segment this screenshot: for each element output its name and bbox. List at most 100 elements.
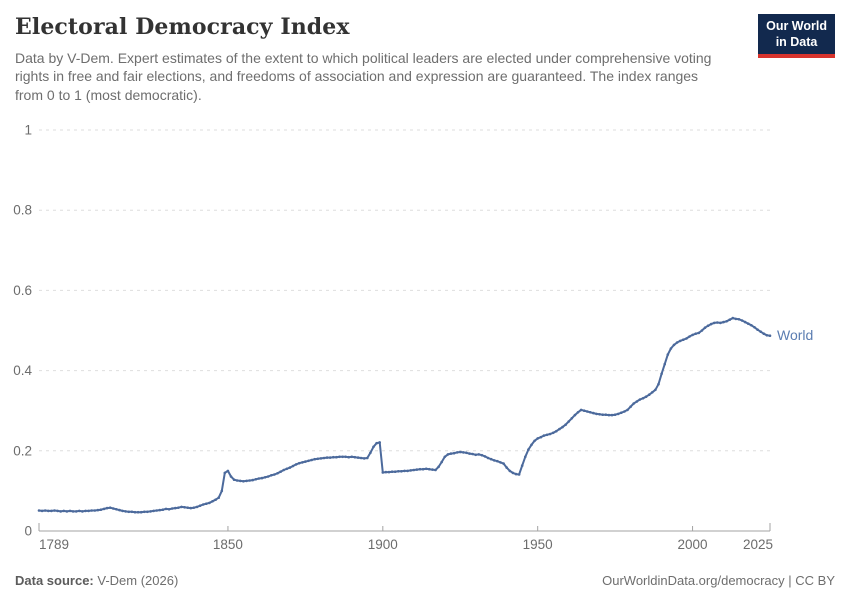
data-point [93,509,97,512]
data-point [694,332,697,336]
data-point [551,431,555,435]
data-point [620,411,623,415]
data-point [59,510,62,513]
data-point [489,457,493,461]
data-point [84,509,87,513]
data-point [251,478,254,482]
data-point [638,398,642,401]
data-point [232,478,236,482]
data-point [375,441,378,445]
data-point [112,507,115,510]
data-point [294,463,298,466]
data-point [437,465,440,469]
data-point [440,460,444,464]
data-point [604,413,608,417]
data-point [208,501,211,505]
data-point [189,506,193,510]
data-point [613,413,617,417]
data-point [149,510,152,513]
data-point [542,434,546,437]
world-series-line[interactable] [38,317,771,514]
data-point [496,459,499,463]
data-point [530,443,533,447]
owid-logo[interactable]: Our World in Data [758,14,835,59]
data-point [675,341,679,344]
data-point [660,372,663,376]
data-point [369,451,372,455]
data-point [108,506,112,510]
data-point [359,456,363,460]
data-point [186,506,189,510]
data-point [607,413,611,417]
data-point [180,505,183,509]
data-point [356,456,360,459]
data-point [381,471,385,474]
data-point [641,397,645,400]
data-point [139,510,143,514]
data-point [567,420,570,423]
data-point [285,467,289,471]
data-point [328,456,332,459]
data-point [517,473,521,476]
data-point [740,319,744,322]
data-point [310,458,313,462]
data-point [211,500,214,503]
data-point [573,413,577,417]
data-point [366,456,369,460]
data-point [393,470,397,474]
data-point [115,508,118,511]
data-point [455,451,459,454]
data-point [350,455,354,459]
data-point [56,509,59,513]
y-tick-label: 0.8 [13,203,32,218]
data-point [87,509,90,513]
footer-citation-link[interactable]: OurWorldinData.org/democracy | CC BY [602,573,835,588]
x-tick-label: 1789 [39,537,69,552]
data-point [263,476,267,479]
data-point [635,400,639,403]
data-point [307,459,310,463]
data-point [384,470,388,474]
data-point [716,321,719,324]
data-point [102,507,106,511]
data-point [657,382,660,386]
data-point [737,318,741,321]
data-point [505,466,509,469]
data-point [152,509,155,513]
data-point [651,391,654,394]
data-point [486,456,490,460]
data-point [706,324,710,328]
data-point [71,510,75,513]
data-point [167,508,171,511]
data-point [685,337,688,340]
data-point [747,322,750,326]
owid-logo-line1: Our World [766,19,827,33]
data-point [688,335,691,338]
data-point [480,453,484,457]
data-point [682,338,685,342]
data-point [514,472,518,476]
data-point [421,467,425,471]
data-point [96,508,100,512]
data-point [242,480,245,483]
chart-header: Electoral Democracy Index Data by V-Dem.… [15,14,835,104]
data-point [672,343,676,347]
data-point [669,347,673,350]
data-point [372,445,375,449]
data-point [403,469,406,473]
data-point [477,453,481,456]
data-point [533,439,536,443]
series-label-world[interactable]: World [777,327,813,343]
data-point [177,506,180,510]
data-point [678,339,682,343]
data-point [297,461,301,465]
data-point [703,326,707,330]
data-point [214,498,217,502]
world-series-points [37,316,772,514]
data-point [322,456,326,460]
data-point [452,451,456,455]
data-point [387,470,391,474]
data-point [378,441,382,444]
data-point [260,476,264,480]
